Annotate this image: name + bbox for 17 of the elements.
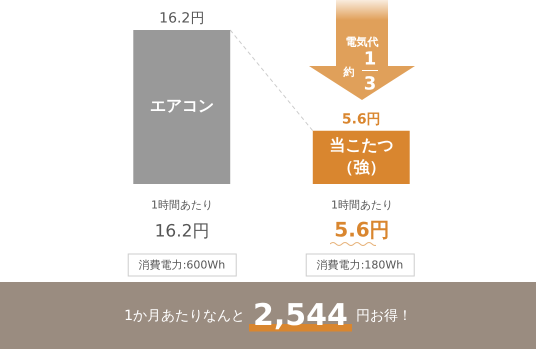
data-label: 16.2円 [159, 10, 204, 27]
text: 消費電力:600Wh [138, 258, 226, 272]
data-label: 5.6円 [342, 111, 381, 128]
text: 1時間あたり [331, 198, 393, 212]
annotation: 電気代 [346, 36, 378, 48]
annotation: 1 [364, 48, 376, 70]
x-tick-label: 当こたつ（強） [329, 136, 394, 177]
text: 1か月あたりなんと [124, 308, 245, 324]
text: 16.2円 [154, 222, 210, 242]
text: 円お得！ [356, 308, 412, 324]
text: 1時間あたり [151, 198, 213, 212]
x-tick-label: エアコン [150, 96, 214, 116]
text: 2,544 [253, 298, 348, 333]
text: 消費電力:180Wh [316, 258, 404, 272]
annotation: 約 [344, 66, 354, 78]
annotation: 3 [364, 74, 376, 94]
text: 5.6円 [334, 218, 390, 242]
